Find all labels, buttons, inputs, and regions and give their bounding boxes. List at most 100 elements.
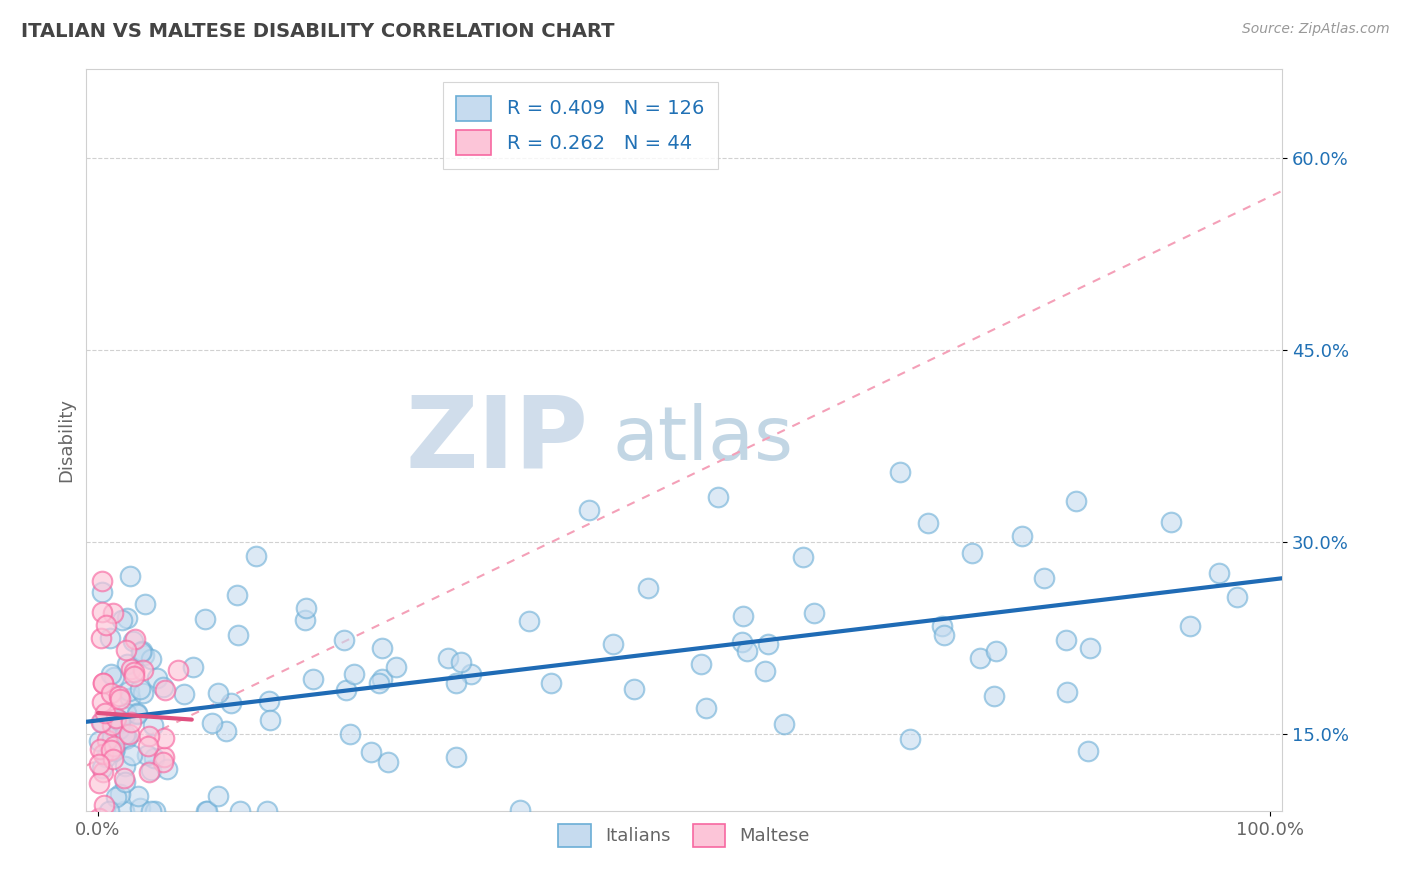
Point [118, 569, 141, 583]
Point [121, 747, 143, 762]
Point [917, 516, 939, 531]
Point [1226, 591, 1249, 605]
Point [114, 775, 136, 789]
Point [114, 727, 136, 741]
Point [377, 756, 399, 770]
Point [120, 715, 142, 730]
Legend: Italians, Maltese: Italians, Maltese [551, 816, 817, 855]
Point [142, 751, 165, 765]
Point [201, 715, 224, 730]
Point [792, 549, 814, 564]
Point [124, 669, 146, 683]
Point [108, 722, 131, 736]
Point [141, 804, 163, 818]
Point [125, 707, 148, 722]
Point [207, 685, 229, 699]
Point [754, 664, 776, 678]
Point [131, 644, 153, 658]
Point [122, 633, 145, 648]
Point [93, 797, 115, 812]
Point [371, 672, 394, 686]
Point [450, 655, 472, 669]
Point [1208, 566, 1230, 581]
Point [118, 684, 141, 698]
Point [294, 613, 316, 627]
Point [103, 670, 125, 684]
Point [153, 731, 176, 745]
Point [93, 747, 115, 761]
Point [969, 651, 991, 665]
Point [89, 733, 111, 747]
Point [118, 727, 141, 741]
Point [90, 761, 112, 775]
Point [93, 675, 115, 690]
Point [517, 615, 540, 629]
Point [143, 804, 166, 818]
Point [96, 618, 118, 632]
Point [153, 682, 176, 697]
Point [132, 648, 155, 662]
Point [195, 804, 218, 818]
Point [446, 749, 468, 764]
Point [103, 744, 125, 758]
Point [960, 546, 983, 560]
Point [156, 762, 179, 776]
Point [115, 731, 138, 745]
Point [295, 601, 318, 615]
Point [803, 606, 825, 620]
Point [1011, 528, 1033, 542]
Point [983, 689, 1005, 703]
Point [225, 588, 247, 602]
Point [690, 657, 713, 671]
Point [127, 789, 149, 803]
Point [1032, 571, 1054, 585]
Point [127, 706, 149, 720]
Point [932, 628, 955, 642]
Point [87, 811, 110, 825]
Point [141, 763, 163, 777]
Point [136, 747, 159, 762]
Point [120, 661, 142, 675]
Point [339, 727, 361, 741]
Point [1064, 494, 1087, 508]
Point [153, 749, 176, 764]
Point [343, 666, 366, 681]
Point [444, 676, 467, 690]
Point [114, 759, 136, 773]
Point [90, 632, 112, 646]
Point [117, 611, 139, 625]
Point [120, 690, 142, 705]
Point [259, 714, 281, 728]
Point [100, 743, 122, 757]
Point [360, 745, 382, 759]
Point [509, 803, 531, 817]
Point [108, 714, 131, 728]
Point [898, 732, 921, 747]
Point [540, 676, 562, 690]
Point [131, 645, 153, 659]
Point [194, 612, 217, 626]
Point [138, 729, 160, 743]
Point [1078, 640, 1101, 655]
Point [91, 585, 114, 599]
Point [602, 637, 624, 651]
Point [93, 706, 115, 720]
Point [142, 718, 165, 732]
Point [695, 701, 717, 715]
Point [166, 664, 188, 678]
Point [889, 465, 911, 479]
Point [1160, 516, 1182, 530]
Point [181, 660, 204, 674]
Point [245, 549, 267, 563]
Point [112, 804, 135, 818]
Point [107, 713, 129, 727]
Point [215, 723, 238, 738]
Point [91, 714, 114, 729]
Point [105, 790, 128, 805]
Point [94, 749, 117, 764]
Point [90, 605, 112, 619]
Point [371, 641, 394, 656]
Point [707, 490, 730, 504]
Text: ITALIAN VS MALTESE DISABILITY CORRELATION CHART: ITALIAN VS MALTESE DISABILITY CORRELATIO… [21, 22, 614, 41]
Point [96, 732, 118, 747]
